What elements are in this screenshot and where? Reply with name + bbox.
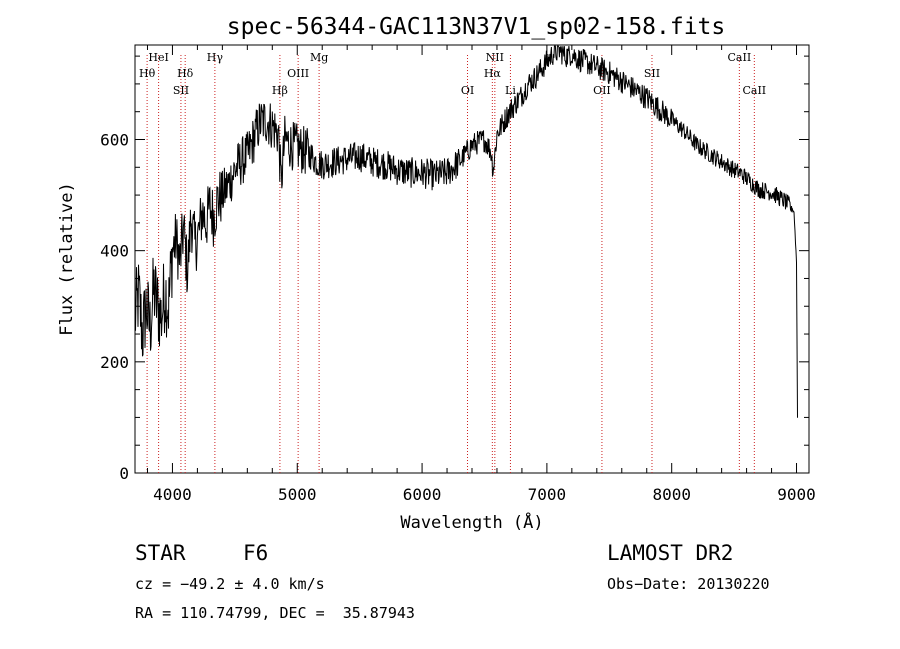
axis-ticks-layer: 4000 5000 6000 7000 8000 9000 0 200 400 600 [100,45,816,504]
y-tick-label: 200 [100,353,129,372]
y-tick-label: 600 [100,130,129,149]
ra-dec: RA = 110.74799, DEC = 35.87943 [135,604,415,622]
spectral-line-label: SII [644,67,660,80]
redshift-cz: cz = −49.2 ± 4.0 km/s [135,575,325,593]
x-tick-label: 9000 [777,485,816,504]
plot-frame [134,44,810,474]
x-tick-label: 4000 [153,485,192,504]
y-tick-label: 400 [100,242,129,261]
survey-name: LAMOST DR2 [607,541,734,565]
spectral-line-label: Hγ [207,51,224,64]
spectrum-chart: spec-56344-GAC113N37V1_sp02-158.fits HθH… [57,14,816,533]
spectral-line-label: Mg [310,51,328,64]
spectral-line-label: Hθ [139,67,156,80]
spectral-line-label: SII [173,84,189,97]
x-tick-label: 6000 [403,485,442,504]
x-tick-label: 8000 [652,485,691,504]
spectral-line-label: Hβ [272,84,288,97]
spectral-line-label: Hδ [177,67,194,80]
object-subclass: F6 [243,541,269,565]
spectral-line-label: CaII [742,84,766,97]
x-tick-label: 7000 [528,485,567,504]
spectral-line-label: Hα [484,67,502,80]
spectral-line-label: Li [505,84,516,97]
x-tick-label: 5000 [278,485,317,504]
object-class: STAR [135,541,186,565]
spectral-line-label: OI [461,84,474,97]
spectrum-series-line [134,45,798,418]
spectral-line-label: OIII [287,67,309,80]
spectral-line-label: CaII [728,51,752,64]
spectral-line-label: OII [593,84,611,97]
y-axis-label: Flux (relative) [57,182,77,336]
observation-date: Obs−Date: 20130220 [607,575,770,593]
spectral-line-label: NII [486,51,504,64]
y-tick-label: 0 [119,464,129,483]
spectral-line-label: HeI [148,51,168,64]
chart-title: spec-56344-GAC113N37V1_sp02-158.fits [227,14,726,40]
x-axis-label: Wavelength (Å) [400,511,543,533]
spectrum-layer [134,45,798,418]
